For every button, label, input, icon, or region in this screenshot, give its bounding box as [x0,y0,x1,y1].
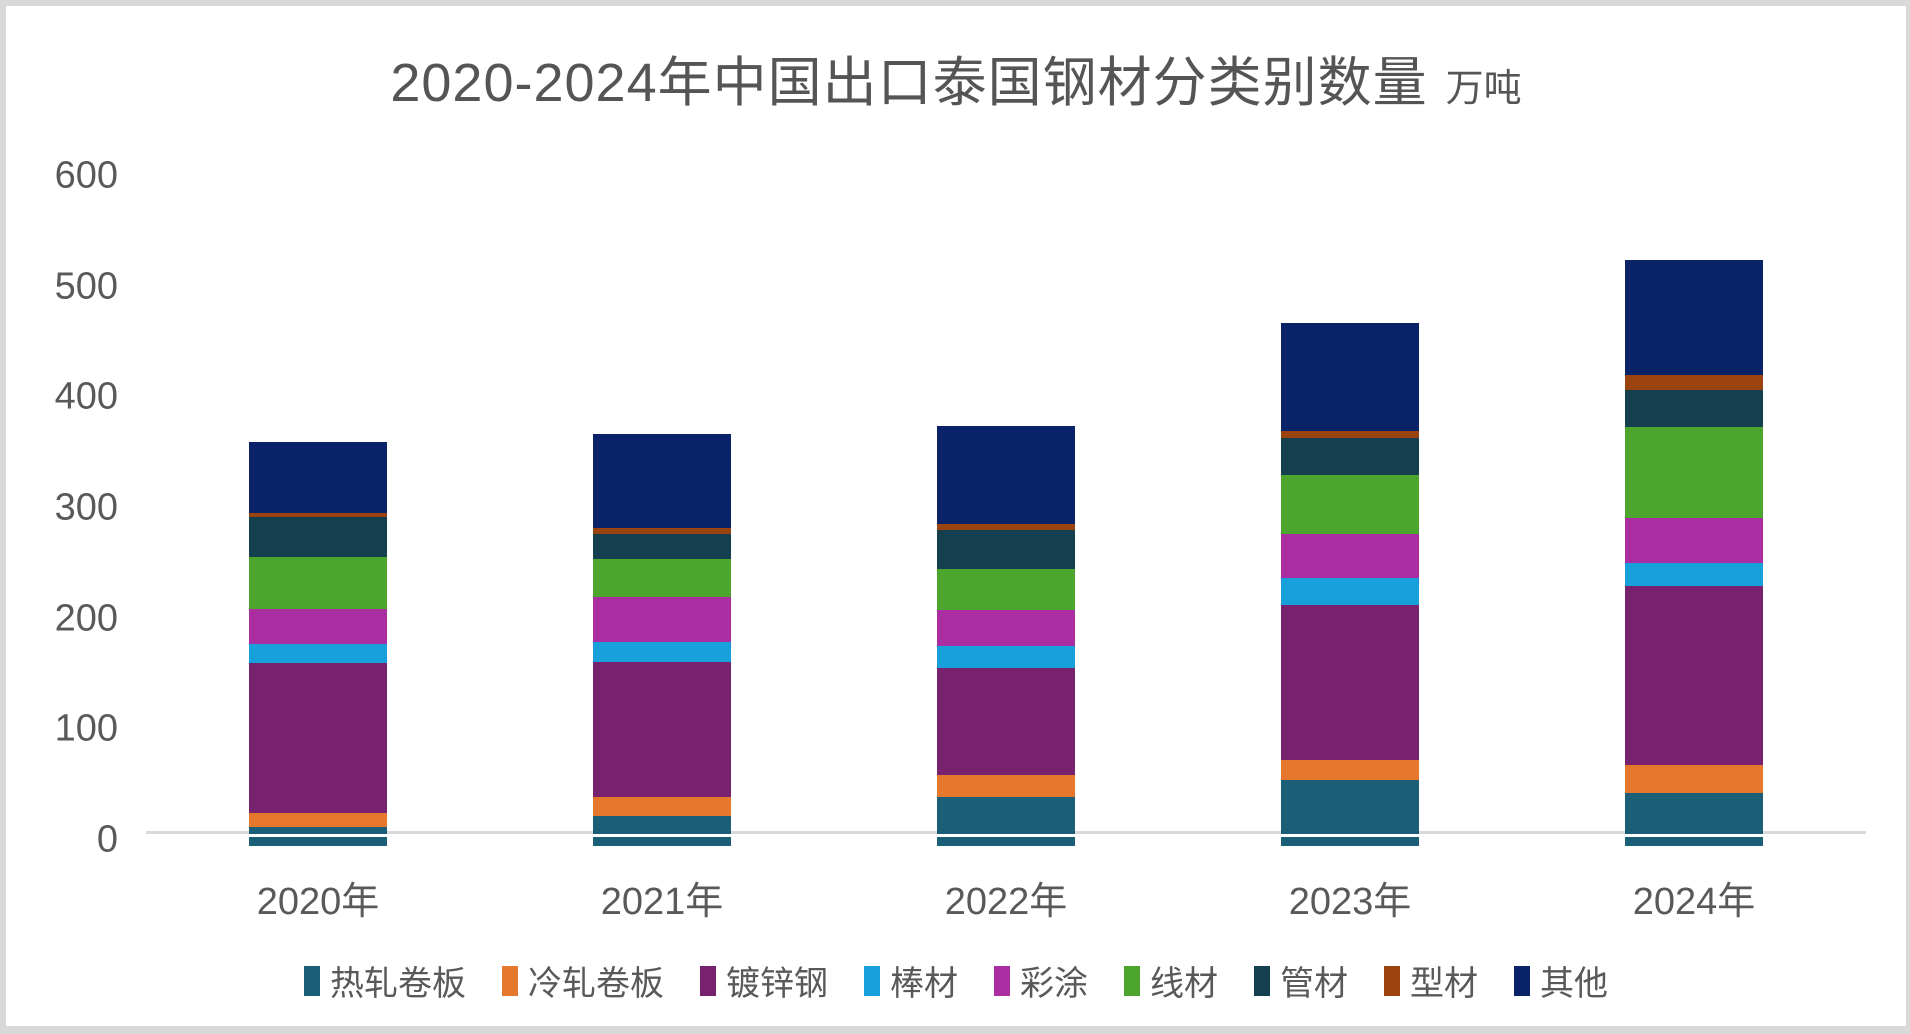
bar-2021年 [593,434,731,846]
bar-2023年 [1281,322,1419,846]
bar-segment [1281,578,1419,605]
bar-segment [1625,374,1763,391]
bar-segment [937,797,1075,846]
bar-2022年 [937,425,1075,846]
bar-segment [249,442,387,513]
bar-segment [1625,562,1763,586]
legend-swatch-icon [502,965,518,996]
bar-segment [593,528,731,534]
bar-segment [937,667,1075,776]
legend-swatch-icon [1254,965,1270,996]
bar-segment [593,642,731,663]
legend-item-label: 彩涂 [1020,965,1088,1003]
legend-item-label: 棒材 [890,965,958,1003]
legend-item: 其他 [1514,956,1608,1005]
legend-item-label: 其他 [1540,965,1608,1003]
bar-segment [1281,604,1419,760]
bar-segment [1281,431,1419,438]
bar-segment [593,597,731,643]
chart-unit-label: 万吨 [1445,68,1522,110]
y-tick-label: 400 [54,375,118,418]
legend-swatch-icon [1124,965,1140,996]
legend-item: 管材 [1254,956,1348,1005]
bar-segment [249,643,387,664]
legend-item-label: 镀锌钢 [726,965,828,1003]
chart-title-text: 2020-2024年中国出口泰国钢材分类别数量 [390,53,1428,113]
bar-segment [937,524,1075,530]
bar-segment [937,610,1075,646]
bar-segment [1625,259,1763,375]
bar-segment [249,663,387,813]
axis-overlay-gap [249,833,387,837]
legend-swatch-icon [1384,965,1400,996]
bar-segment [1625,765,1763,793]
bar-segment [937,645,1075,668]
bar-segment [1281,322,1419,432]
legend-item-label: 冷轧卷板 [528,965,664,1003]
legend: 热轧卷板 冷轧卷板 镀锌钢 棒材 彩涂 线材 管材 型材 其他 [6,956,1906,1005]
bar-segment [593,533,731,560]
bar-segment [593,434,731,529]
bar-2020年 [249,442,387,846]
legend-swatch-icon [304,965,320,996]
bar-segment [1625,585,1763,766]
legend-item: 冷轧卷板 [502,956,664,1005]
x-category-label: 2020年 [256,881,380,923]
bar-segment [593,797,731,817]
bar-segment [937,775,1075,798]
legend-item: 棒材 [864,956,958,1005]
y-tick-label: 0 [96,818,118,861]
bar-segment [249,557,387,610]
axis-overlay-gap [1625,833,1763,837]
bar-2024年 [1625,259,1763,846]
bar-segment [937,569,1075,611]
bar-segment [593,662,731,798]
axis-overlay-gap [593,833,731,837]
bar-segment [593,559,731,598]
axis-overlay-gap [937,833,1075,837]
legend-item: 镀锌钢 [700,956,828,1005]
bar-segment [937,425,1075,524]
legend-swatch-icon [700,965,716,996]
bar-segment [249,609,387,644]
x-category-label: 2022年 [944,881,1068,923]
bar-segment [1281,437,1419,476]
axis-overlay-gap [1281,833,1419,837]
legend-item: 型材 [1384,956,1478,1005]
bar-segment [1625,518,1763,563]
bar-segment [1625,792,1763,846]
bar-segment [1281,533,1419,579]
y-tick-label: 100 [54,707,118,750]
y-tick-label: 200 [54,597,118,640]
bar-segment [937,529,1075,570]
legend-item-label: 线材 [1150,965,1218,1003]
bar-segment [1281,475,1419,534]
bar-segment [249,812,387,828]
legend-swatch-icon [994,965,1010,996]
bar-segment [1625,426,1763,519]
legend-item-label: 管材 [1280,965,1348,1003]
legend-item-label: 型材 [1410,965,1478,1003]
bar-segment [593,816,731,846]
bar-segment [1281,759,1419,780]
y-tick-label: 300 [54,486,118,529]
bar-segment [249,517,387,558]
x-category-label: 2024年 [1632,881,1756,923]
legend-swatch-icon [1514,965,1530,996]
x-category-label: 2021年 [600,881,724,923]
chart-title: 2020-2024年中国出口泰国钢材分类别数量 万吨 [6,38,1906,117]
y-tick-label: 600 [54,154,118,197]
legend-item: 彩涂 [994,956,1088,1005]
bar-segment [1625,390,1763,427]
y-tick-label: 500 [54,265,118,308]
x-category-label: 2023年 [1288,881,1412,923]
legend-swatch-icon [864,965,880,996]
legend-item-label: 热轧卷板 [330,965,466,1003]
legend-item: 线材 [1124,956,1218,1005]
legend-item: 热轧卷板 [304,956,466,1005]
bar-segment [249,512,387,518]
